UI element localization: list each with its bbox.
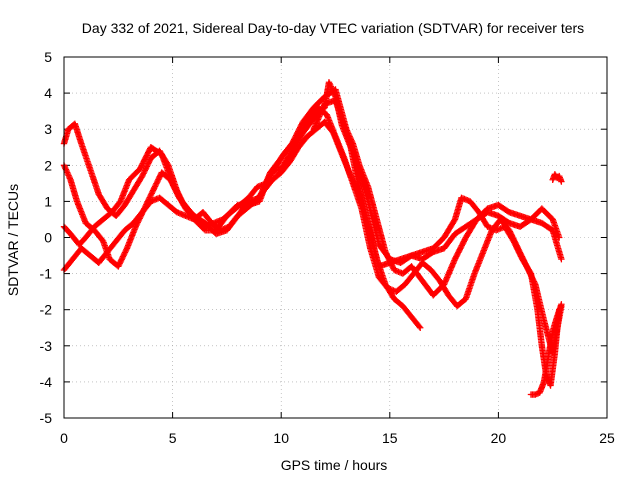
y-tick-label: 0 — [44, 230, 52, 246]
y-tick-label: 1 — [44, 193, 52, 209]
data-point-D — [62, 164, 69, 172]
y-tick-label: -1 — [40, 266, 53, 282]
x-tick-label: 5 — [169, 430, 177, 446]
y-tick-label: -5 — [40, 410, 53, 426]
data-point-D — [64, 169, 71, 176]
data-point-D — [64, 170, 72, 178]
chart-title: Day 332 of 2021, Sidereal Day-to-day VTE… — [82, 20, 584, 36]
y-axis-label: SDTVAR / TECUs — [5, 184, 21, 296]
data-point-E — [526, 269, 534, 276]
data-point-G — [558, 178, 565, 185]
x-tick-label: 10 — [273, 430, 289, 446]
y-tick-label: -2 — [40, 302, 53, 318]
data-point-A — [326, 80, 333, 87]
y-tick-label: 4 — [44, 85, 52, 101]
data-point-A — [327, 81, 334, 89]
y-tick-label: -4 — [40, 374, 53, 390]
y-tick-label: 2 — [44, 157, 52, 173]
x-tick-label: 0 — [60, 430, 68, 446]
data-point-F — [558, 301, 565, 308]
data-point-A — [325, 79, 333, 86]
data-point-D — [65, 172, 72, 179]
x-axis-label: GPS time / hours — [281, 457, 388, 473]
grid-lines — [64, 57, 607, 418]
data-point-D — [66, 173, 73, 181]
x-tick-label: 20 — [491, 430, 507, 446]
data-point-D — [61, 163, 68, 170]
x-tick-label: 15 — [382, 430, 398, 446]
x-tick-labels: 0 5 10 15 20 25 — [60, 430, 615, 446]
y-tick-label: -3 — [40, 338, 53, 354]
data-point-D — [123, 246, 130, 253]
data-point-C — [416, 323, 423, 330]
data-point-D — [66, 175, 74, 182]
y-tick-label: 5 — [44, 49, 52, 65]
data-point-B — [558, 255, 565, 263]
x-tick-label: 25 — [599, 430, 615, 446]
data-point-C — [417, 324, 424, 331]
data-points — [60, 79, 565, 398]
data-point-A — [327, 83, 335, 90]
plot-frame — [63, 56, 608, 419]
y-tick-labels: -5 -4 -3 -2 -1 0 1 2 3 4 5 — [40, 49, 53, 426]
y-tick-label: 3 — [44, 121, 52, 137]
